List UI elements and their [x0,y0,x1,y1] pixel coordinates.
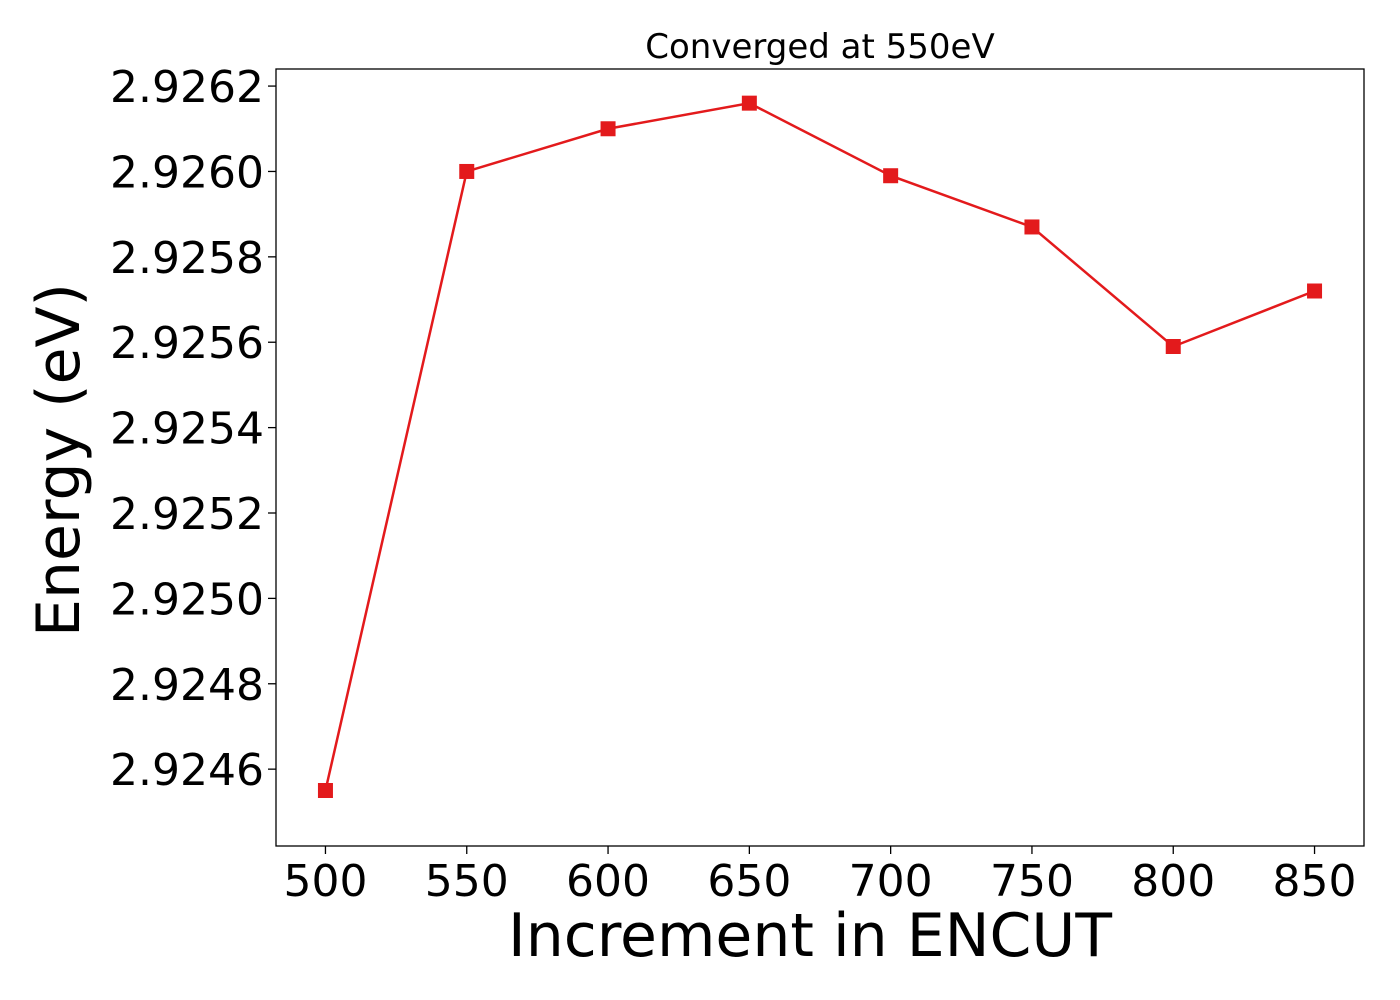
x-tick-label: 700 [849,856,933,907]
y-tick-label: 2.9248 [110,660,264,711]
data-point-marker [741,95,757,111]
x-tick-label: 750 [990,856,1074,907]
x-tick-label: 800 [1131,856,1215,907]
x-tick-label: 550 [425,856,509,907]
y-tick-label: 2.9254 [110,404,264,455]
y-tick-label: 2.9262 [110,62,264,113]
series-line [324,101,1316,791]
x-tick-label: 500 [283,856,367,907]
y-tick-label: 2.9258 [110,233,264,284]
data-point-marker [600,121,616,137]
x-tick-label: 600 [566,856,650,907]
y-axis-label: Energy (eV) [24,283,94,637]
data-point-marker [1024,219,1040,235]
data-point-marker [459,163,475,179]
data-point-marker [1307,283,1323,299]
y-tick-label: 2.9250 [110,574,264,625]
x-tick-label: 650 [707,856,791,907]
chart-title: Converged at 550eV [645,27,994,67]
plot-area: 500 550 600 650 700 750 800 850 2.9246 2.9248 2.92… [110,62,1365,907]
data-point-marker [1165,339,1181,354]
y-tick-label: 2.9246 [110,745,264,796]
data-point-marker [317,783,333,798]
data-point-marker [883,168,899,184]
x-tick-label: 850 [1273,856,1357,907]
plot-frame [275,68,1365,847]
y-tick-label: 2.9252 [110,489,264,540]
y-tick-label: 2.9260 [110,147,264,198]
x-axis-label: Increment in ENCUT [508,901,1112,971]
y-tick-label: 2.9256 [110,318,264,369]
